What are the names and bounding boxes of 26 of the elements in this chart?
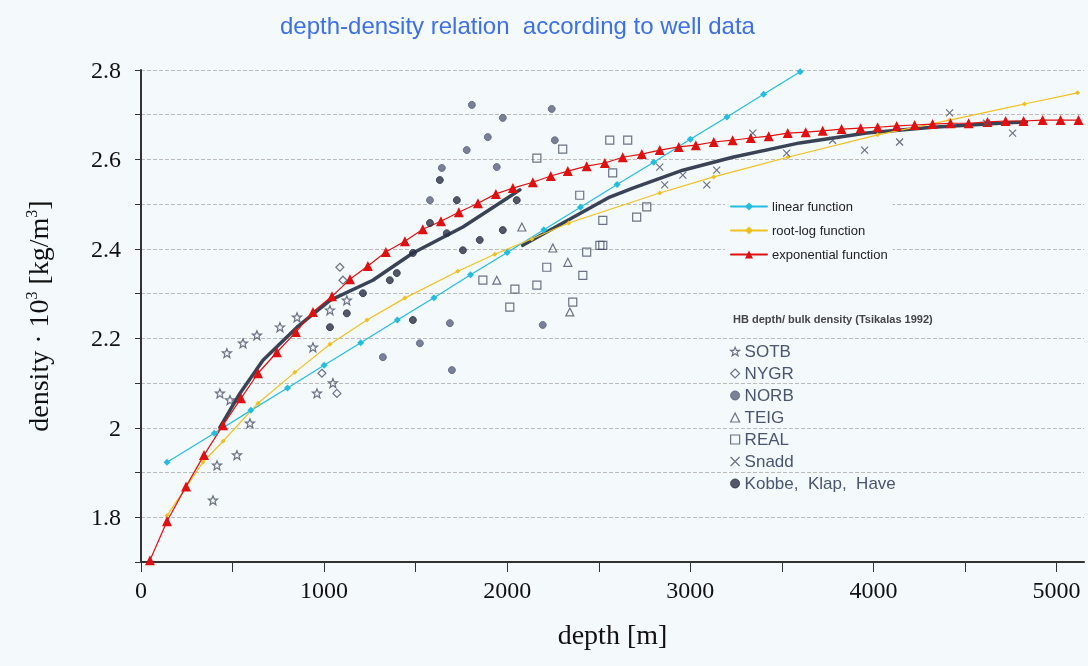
- x-axis-title: depth [m]: [557, 618, 668, 650]
- x-tick-label: 5000: [1032, 577, 1081, 603]
- x-tick-label: 1000: [300, 577, 349, 603]
- y-tick-label: 2.6: [91, 146, 121, 173]
- y-tick-label: 2.2: [91, 325, 121, 352]
- x-tick-label: 0: [135, 577, 147, 603]
- legend-label: exponential function: [772, 247, 888, 262]
- y-tick-label: 1.8: [91, 504, 121, 531]
- y-tick-label: 2.4: [91, 235, 121, 262]
- legend-label: Kobbe, Klap, Have: [744, 474, 896, 493]
- legend-label: root-log function: [772, 223, 866, 238]
- y-tick-label: 2.8: [91, 57, 121, 83]
- y-tick-label: 2: [109, 414, 121, 441]
- x-tick-label: 3000: [666, 577, 715, 603]
- chart-title: depth-density relation according to well data: [280, 11, 756, 39]
- legend-title: HB depth/ bulk density (Tsikalas 1992): [733, 312, 934, 325]
- legend-label: NYGR: [744, 364, 794, 383]
- legend-label: NORB: [744, 386, 794, 405]
- x-tick-label: 4000: [849, 577, 898, 603]
- legend-label: SOTB: [744, 342, 791, 361]
- x-tick-label: 2000: [483, 577, 532, 603]
- legend-label: TEIG: [744, 408, 785, 427]
- legend-label: REAL: [744, 430, 790, 449]
- legend-label: linear function: [772, 199, 853, 214]
- legend-label: Snadd: [744, 452, 794, 471]
- y-axis-title: density · 103 [kg/m3]: [22, 200, 54, 432]
